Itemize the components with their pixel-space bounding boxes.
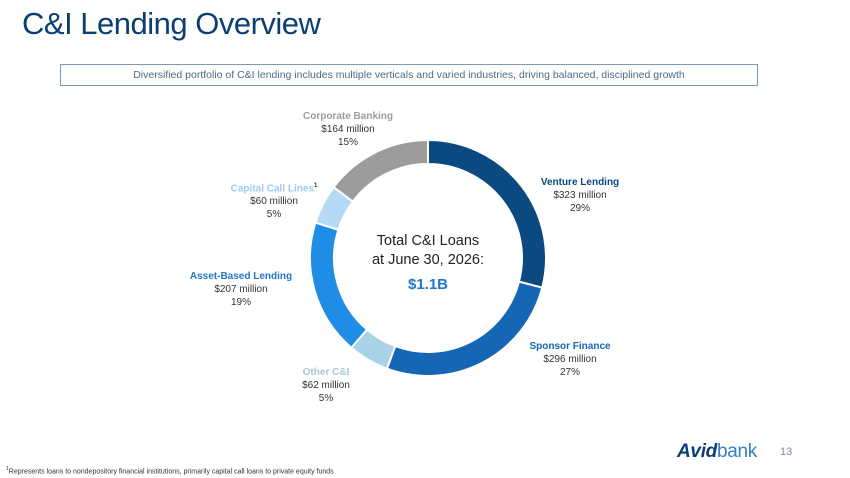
donut-center: Total C&I Loans at June 30, 2026: $1.1B [372,232,484,293]
donut-slice-asset-based-lending [309,221,369,350]
slice-value: $207 million [214,284,268,295]
label-venture-lending: Venture Lending $323 million 29% [541,176,619,215]
slice-percent: 5% [266,209,282,221]
slice-name: Capital Call Lines [230,183,315,195]
slice-value: $323 million [553,190,607,201]
page-number: 13 [780,446,793,458]
slice-value: $62 million [302,380,350,391]
logo-part-1: Avid [677,441,717,462]
center-line-2: at June 30, 2026: [371,252,485,268]
slice-name: Sponsor Finance [529,341,611,352]
label-other-ci: Other C&I $62 million 5% [302,366,350,405]
label-corporate-banking: Corporate Banking $164 million 15% [303,110,393,149]
footnote-marker: 1 [6,466,9,472]
slice-value: $60 million [250,196,298,208]
slice-percent: 5% [318,393,334,404]
logo-part-2: bank [716,441,757,462]
slice-name: Asset-Based Lending [189,271,293,282]
footnote-text: Represents loans to nondepository financ… [8,468,334,476]
label-capital-call-lines: Capital Call Lines1 $60 million 5% [231,180,318,221]
footnote-marker: 1 [314,183,318,189]
label-sponsor-finance: Sponsor Finance $296 million 27% [529,340,610,379]
slice-name-wrap: Capital Call Lines1 [231,180,318,195]
center-total-value: $1.1B [407,276,449,293]
slice-percent: 27% [559,367,580,378]
slice-percent: 19% [230,297,251,308]
slice-name: Corporate Banking [302,111,394,122]
donut-slice-sponsor-finance [385,280,544,377]
subtitle-box: Diversified portfolio of C&I lending inc… [60,64,758,86]
slice-name: Venture Lending [540,177,620,188]
center-line-1: Total C&I Loans [376,233,480,249]
slice-percent: 15% [337,137,359,148]
slice-percent: 29% [569,203,590,214]
slice-name: Other C&I [302,367,350,378]
footnote: 1Represents loans to nondepository finan… [6,466,334,475]
slice-value: $296 million [543,354,597,365]
donut-slice-corporate-banking [332,138,429,203]
company-logo: Avidbank [677,441,757,463]
label-asset-based-lending: Asset-Based Lending $207 million 19% [190,270,292,309]
slice-value: $164 million [321,124,375,135]
page-title: C&I Lending Overview [22,6,321,41]
subtitle-text: Diversified portfolio of C&I lending inc… [133,69,685,81]
